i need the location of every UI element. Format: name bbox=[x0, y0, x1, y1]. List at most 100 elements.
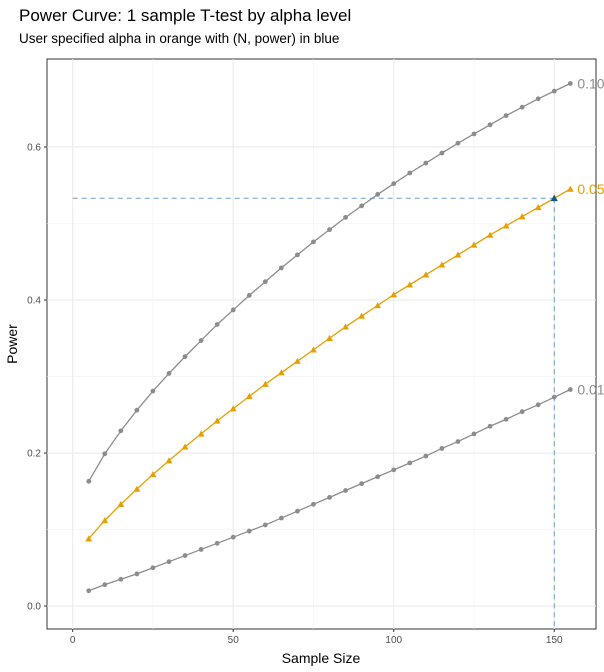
data-point bbox=[149, 471, 157, 478]
x-tick-label: 0 bbox=[70, 635, 76, 646]
data-point bbox=[278, 515, 284, 521]
data-point bbox=[182, 553, 188, 558]
data-point bbox=[182, 354, 188, 360]
data-point bbox=[503, 416, 509, 422]
data-point bbox=[134, 407, 140, 413]
data-point bbox=[422, 271, 430, 278]
data-point bbox=[262, 279, 268, 285]
x-tick-label: 50 bbox=[228, 635, 240, 646]
data-point bbox=[359, 481, 365, 487]
x-tick-label: 100 bbox=[385, 635, 402, 646]
data-point bbox=[295, 508, 300, 514]
data-point bbox=[327, 227, 332, 233]
data-point bbox=[359, 203, 365, 209]
data-point bbox=[407, 460, 413, 466]
data-point bbox=[567, 387, 573, 392]
data-point bbox=[470, 241, 478, 248]
data-point bbox=[454, 251, 462, 258]
data-point bbox=[310, 346, 317, 353]
series-label-0.05: 0.05 bbox=[577, 181, 604, 197]
data-point bbox=[118, 428, 124, 434]
data-point bbox=[534, 204, 542, 211]
data-point bbox=[342, 323, 349, 330]
data-point bbox=[471, 431, 477, 437]
y-tick-label: 0.2 bbox=[27, 449, 41, 460]
y-axis-title: Power bbox=[4, 324, 20, 364]
data-point bbox=[407, 170, 413, 176]
data-point bbox=[311, 501, 316, 507]
data-point bbox=[502, 222, 510, 229]
data-point bbox=[487, 122, 493, 128]
data-point bbox=[150, 388, 156, 394]
series-label-0.01: 0.01 bbox=[577, 382, 604, 398]
data-series bbox=[85, 81, 574, 594]
data-point bbox=[295, 252, 300, 258]
chart-title: Power Curve: 1 sample T-test by alpha le… bbox=[19, 6, 351, 25]
data-point bbox=[311, 239, 316, 245]
data-point bbox=[551, 88, 557, 94]
data-point bbox=[262, 522, 268, 528]
data-point bbox=[567, 81, 573, 86]
data-point bbox=[343, 214, 348, 220]
data-point bbox=[423, 160, 429, 166]
data-point bbox=[535, 402, 541, 408]
data-point bbox=[278, 265, 284, 271]
data-point bbox=[535, 96, 541, 102]
data-point bbox=[326, 334, 333, 341]
x-axis-title: Sample Size bbox=[282, 650, 361, 666]
data-point bbox=[229, 405, 237, 412]
data-point bbox=[197, 430, 205, 437]
data-point bbox=[503, 113, 509, 119]
data-point bbox=[375, 192, 381, 197]
y-tick-label: 0.4 bbox=[27, 296, 41, 307]
data-point bbox=[133, 485, 141, 492]
data-point bbox=[181, 443, 189, 450]
data-point bbox=[487, 423, 493, 429]
data-point bbox=[391, 467, 397, 473]
data-point bbox=[374, 301, 382, 309]
data-point bbox=[198, 547, 204, 552]
data-point bbox=[117, 500, 125, 508]
data-point bbox=[551, 394, 557, 400]
data-point bbox=[438, 261, 446, 268]
data-point bbox=[390, 291, 398, 298]
data-point bbox=[214, 322, 220, 327]
data-point bbox=[150, 565, 156, 571]
data-point bbox=[134, 571, 140, 577]
data-point bbox=[519, 104, 525, 110]
data-point bbox=[471, 131, 477, 137]
data-point bbox=[230, 534, 236, 540]
data-point bbox=[439, 150, 445, 156]
y-axis-ticks: 0.0 0.2 0.4 0.6 bbox=[27, 142, 47, 613]
data-point bbox=[166, 371, 172, 376]
data-point bbox=[85, 535, 93, 542]
data-point bbox=[102, 582, 108, 588]
data-point bbox=[327, 495, 332, 500]
data-point bbox=[86, 478, 92, 484]
data-point bbox=[102, 451, 108, 457]
x-axis-ticks: 0 50 100 150 bbox=[70, 629, 563, 646]
y-tick-label: 0.0 bbox=[27, 602, 41, 613]
data-point bbox=[343, 488, 348, 493]
data-point bbox=[455, 439, 461, 444]
data-point bbox=[246, 293, 252, 298]
data-point bbox=[165, 457, 173, 464]
y-tick-label: 0.6 bbox=[27, 142, 41, 153]
x-tick-label: 150 bbox=[546, 635, 563, 646]
data-point bbox=[246, 528, 252, 534]
data-point bbox=[101, 516, 109, 524]
data-point bbox=[118, 576, 124, 582]
data-point bbox=[358, 312, 366, 319]
data-point bbox=[166, 559, 172, 565]
data-point bbox=[486, 231, 494, 238]
highlight-point bbox=[550, 194, 558, 202]
data-point bbox=[519, 409, 525, 415]
data-point bbox=[245, 393, 253, 400]
data-point bbox=[261, 380, 269, 387]
data-point bbox=[86, 588, 92, 594]
data-point bbox=[375, 474, 381, 480]
data-point bbox=[455, 140, 461, 146]
data-point bbox=[518, 213, 526, 220]
data-point bbox=[406, 281, 414, 288]
